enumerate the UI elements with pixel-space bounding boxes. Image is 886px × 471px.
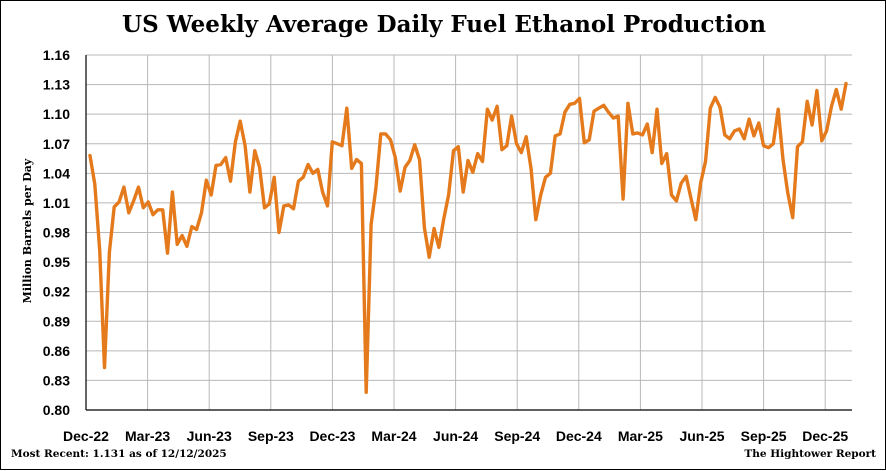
footer-source: The Hightower Report [744,448,876,460]
x-tick-label: Dec-22 [63,428,109,444]
y-axis-label: Million Barrels per Day [21,158,34,303]
y-tick-label: 0.86 [43,343,70,359]
gridlines [86,54,852,410]
x-tick-label: Jun-24 [433,428,478,444]
y-tick-label: 1.07 [43,136,70,152]
y-tick-label: 0.80 [43,402,70,418]
y-tick-label: 0.89 [43,313,70,329]
x-tick-label: Sep-23 [248,428,294,444]
y-tick-label: 1.10 [43,106,70,122]
y-tick-label: 0.83 [43,372,70,388]
y-tick-label: 0.92 [43,284,70,300]
x-tick-label: Dec-25 [802,428,848,444]
y-tick-label: 1.16 [43,47,70,63]
x-tick-label: Mar-23 [125,428,170,444]
y-tick-label: 0.95 [43,254,70,270]
series-line [88,81,848,394]
series-layer [88,81,848,394]
x-tick-label: Sep-25 [741,428,787,444]
y-tick-label: 1.01 [43,195,70,211]
x-tick-labels: Dec-22 Mar-23 Jun-23 Sep-23 Dec-23 Mar-24 Jun-… [63,428,848,444]
y-tick-label: 1.13 [43,77,70,93]
x-tick-label: Mar-25 [618,428,663,444]
x-tick-label: Dec-24 [556,428,602,444]
x-tick-label: Jun-25 [679,428,724,444]
x-tick-label: Sep-24 [494,428,540,444]
x-tick-label: Dec-23 [309,428,355,444]
y-tick-label: 1.04 [43,165,70,181]
x-tick-label: Mar-24 [371,428,416,444]
footer-most-recent: Most Recent: 1.131 as of 12/12/2025 [11,448,227,460]
x-tick-label: Jun-23 [187,428,232,444]
y-tick-label: 0.98 [43,225,70,241]
chart-title: US Weekly Average Daily Fuel Ethanol Pro… [122,11,766,38]
y-tick-labels: 0.80 0.83 0.86 0.89 0.92 0.95 0.98 1.01 1.04 1.07… [43,47,70,418]
